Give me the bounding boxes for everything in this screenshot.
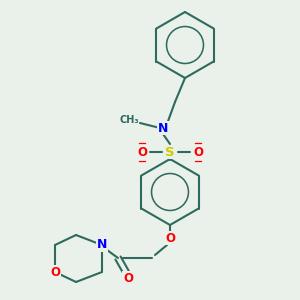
Text: O: O	[193, 146, 203, 158]
Text: O: O	[137, 146, 147, 158]
Text: O: O	[165, 232, 175, 244]
Text: O: O	[50, 266, 60, 278]
Text: N: N	[158, 122, 168, 134]
Text: O: O	[123, 272, 133, 284]
Text: CH₃: CH₃	[119, 115, 139, 125]
Text: S: S	[165, 146, 175, 158]
Text: N: N	[97, 238, 107, 251]
